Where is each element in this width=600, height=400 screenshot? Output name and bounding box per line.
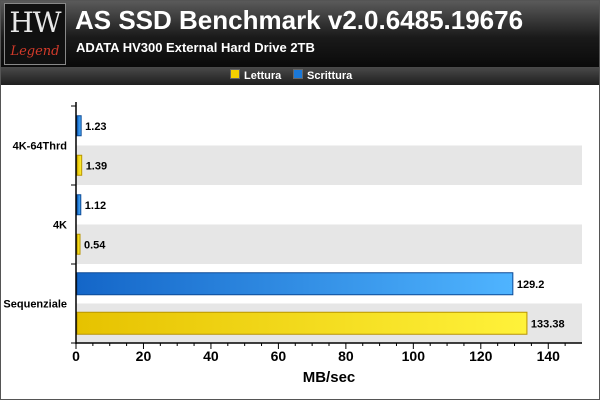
legend-swatch-lettura xyxy=(230,69,240,79)
band-4k-64thrd xyxy=(76,145,582,185)
chart-subtitle: ADATA HV300 External Hard Drive 2TB xyxy=(76,40,315,55)
x-tick-label: 80 xyxy=(338,348,354,364)
bar-lettura-4k xyxy=(76,233,81,255)
legend-item-scrittura: Scrittura xyxy=(293,69,352,82)
bar-lettura-4k-64thrd xyxy=(76,154,83,176)
x-axis-title: MB/sec xyxy=(303,369,356,386)
bar-scrittura-4k xyxy=(76,194,82,216)
logo-subtext: Legend xyxy=(10,44,60,59)
category-label: Sequenziale xyxy=(3,299,67,311)
value-label: 1.39 xyxy=(86,160,107,172)
value-label: 1.12 xyxy=(85,200,106,212)
x-tick-label: 0 xyxy=(72,348,80,364)
x-tick-label: 120 xyxy=(469,348,493,364)
value-label: 133.38 xyxy=(531,318,565,330)
legend-item-lettura: Lettura xyxy=(230,69,281,82)
bar-scrittura-sequenziale xyxy=(76,272,514,296)
legend-label-lettura: Lettura xyxy=(244,70,282,82)
value-label: 0.54 xyxy=(84,239,106,251)
chart-title: AS SSD Benchmark v2.0.6485.19676 xyxy=(75,5,524,35)
legend-label-scrittura: Scrittura xyxy=(307,70,353,82)
x-tick-label: 60 xyxy=(271,348,287,364)
logo-text: HW xyxy=(9,6,61,39)
site-logo: HW Legend xyxy=(4,3,66,65)
category-label: 4K-64Thrd xyxy=(13,141,67,153)
value-label: 1.23 xyxy=(85,121,106,133)
band-4k xyxy=(76,224,582,264)
x-tick-label: 20 xyxy=(136,348,152,364)
bar-lettura-sequenziale xyxy=(76,311,528,335)
x-tick-label: 140 xyxy=(537,348,561,364)
bar-chart-plot: 4K-64Thrd 4K Sequenziale 1.23 1.12 129.2 1.39 0… xyxy=(3,102,582,386)
value-label: 129.2 xyxy=(517,279,545,291)
bar-scrittura-4k-64thrd xyxy=(76,115,82,137)
x-tick-label: 40 xyxy=(203,348,219,364)
chart-header: HW Legend AS SSD Benchmark v2.0.6485.196… xyxy=(1,1,599,67)
legend-swatch-scrittura xyxy=(293,69,303,79)
category-label: 4K xyxy=(53,220,67,232)
legend: Lettura Scrittura xyxy=(1,67,599,85)
x-tick-label: 100 xyxy=(402,348,426,364)
